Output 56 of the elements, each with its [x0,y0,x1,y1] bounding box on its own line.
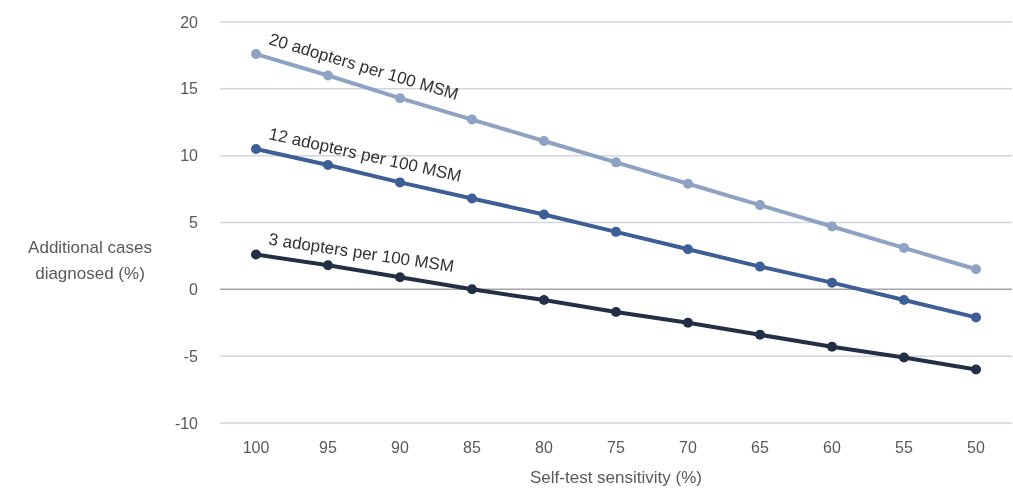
y-tick-label: 0 [189,280,199,298]
point [467,193,477,204]
y-tick-label: 5 [189,214,199,232]
x-tick-label: 90 [391,439,409,456]
x-tick-label: 100 [242,439,270,456]
point [755,329,765,340]
point [467,114,477,125]
x-tick-label: 50 [967,439,985,456]
point [611,307,621,318]
x-tick-label: 95 [319,439,337,456]
text: 20 adopters per 100 MSM [266,29,461,104]
point [323,160,333,171]
point [395,272,405,283]
point [539,135,549,146]
point [611,226,621,237]
x-tick-label: 70 [679,439,697,456]
x-axis-title: Self-test sensitivity (%) [530,468,702,487]
y-tick-label: -5 [183,347,199,365]
text: 12 adopters per 100 MSM [267,124,464,186]
point [467,284,477,295]
x-tick-label: 60 [823,439,841,456]
y-axis-title: Additional cases diagnosed (%) [28,237,152,283]
x-tick-label: 85 [463,439,481,456]
point [251,249,261,260]
point [827,277,837,288]
point [899,295,909,306]
x-tick-label: 65 [751,439,769,456]
x-tick-label: 75 [607,439,625,456]
y-tick-label: -10 [174,414,199,432]
point [395,177,405,188]
x-tick-label: 80 [535,439,553,456]
point [755,200,765,211]
point [611,157,621,168]
point [971,264,981,275]
point [899,242,909,253]
point [971,312,981,323]
point [323,70,333,81]
y-tick-label: 20 [180,13,199,31]
point [251,143,261,154]
y-tick-label: 15 [180,80,199,98]
point [683,178,693,189]
point [323,260,333,271]
point [539,209,549,220]
point [827,341,837,352]
point [827,221,837,232]
point [251,49,261,60]
point [899,352,909,363]
text: 3 adopters per 100 MSM [267,229,456,277]
point [683,317,693,328]
point [755,261,765,272]
point [539,295,549,306]
point [683,244,693,255]
y-tick-label: 10 [180,147,199,165]
point [971,364,981,375]
point [395,93,405,104]
x-tick-label: 55 [895,439,913,456]
